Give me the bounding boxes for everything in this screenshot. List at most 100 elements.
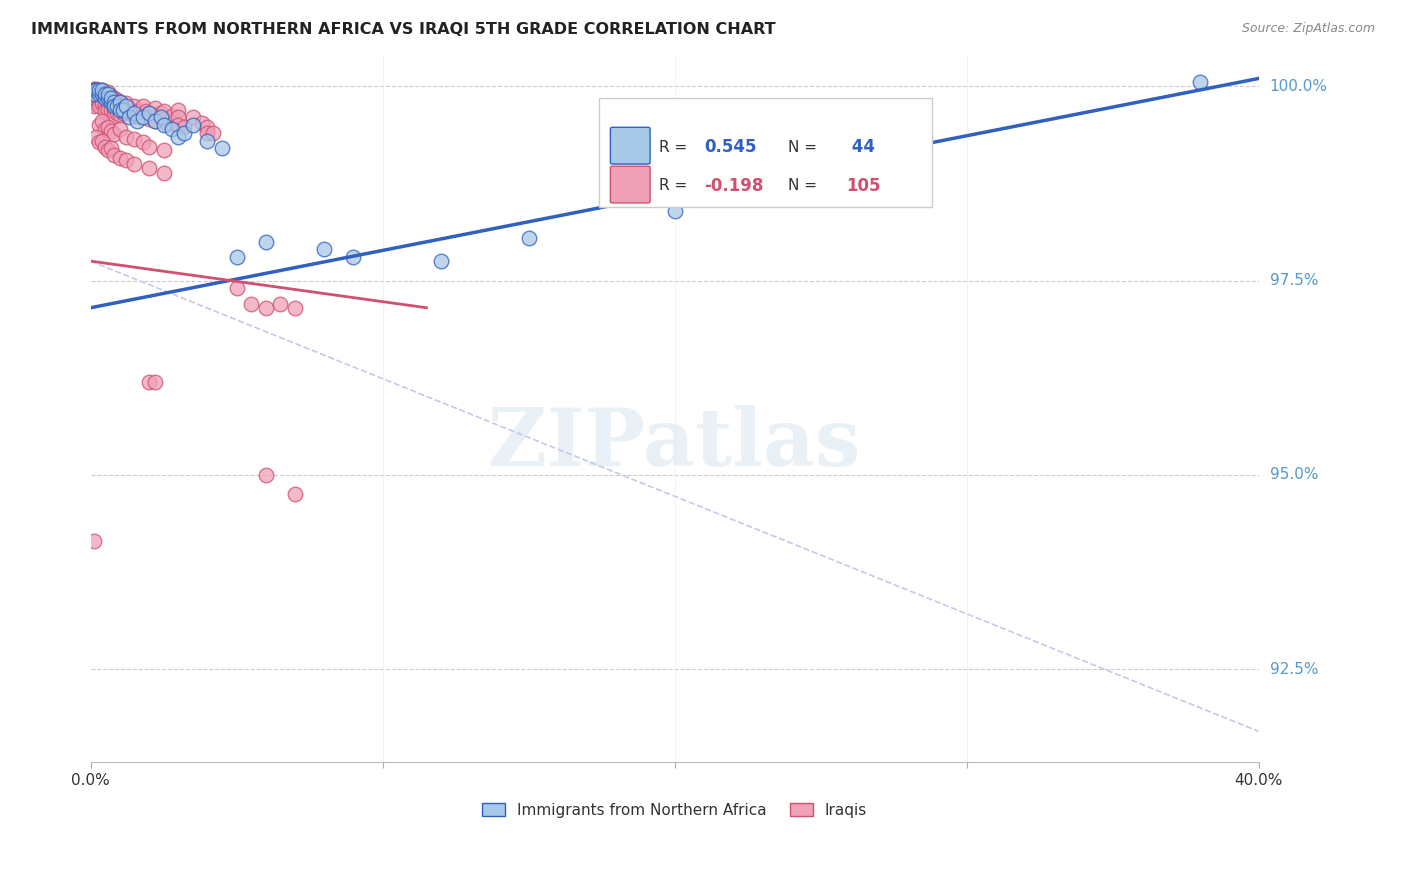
Point — [117, 111, 139, 125]
Text: 44: 44 — [846, 138, 876, 156]
Point — [97, 91, 120, 105]
Point — [83, 96, 105, 111]
Point — [105, 106, 128, 120]
Point — [100, 141, 122, 155]
Point — [124, 109, 146, 123]
Point — [103, 95, 125, 109]
Point — [91, 83, 114, 97]
Point — [103, 147, 125, 161]
Point — [89, 98, 111, 112]
Text: R =: R = — [659, 139, 693, 154]
Point — [94, 91, 117, 105]
Point — [86, 129, 108, 144]
Point — [664, 203, 686, 218]
Legend: Immigrants from Northern Africa, Iraqis: Immigrants from Northern Africa, Iraqis — [474, 795, 875, 825]
Point — [94, 122, 117, 136]
Point — [284, 301, 307, 315]
Point — [89, 87, 111, 101]
Point — [254, 467, 277, 482]
Point — [124, 157, 146, 171]
Point — [138, 112, 160, 126]
FancyBboxPatch shape — [610, 166, 650, 203]
Point — [152, 104, 174, 119]
Point — [83, 533, 105, 548]
Point — [127, 104, 149, 119]
Point — [94, 87, 117, 101]
Point — [86, 86, 108, 100]
Point — [89, 87, 111, 101]
Point — [143, 114, 166, 128]
Text: 0.545: 0.545 — [704, 138, 756, 156]
Point — [100, 88, 122, 103]
Point — [167, 103, 190, 117]
Point — [269, 297, 291, 311]
Point — [108, 95, 131, 109]
Point — [91, 114, 114, 128]
Point — [284, 487, 307, 501]
Point — [105, 93, 128, 107]
Point — [143, 375, 166, 389]
Point — [86, 81, 108, 95]
Point — [314, 243, 336, 257]
Text: 105: 105 — [846, 177, 880, 195]
Point — [124, 106, 146, 120]
Point — [117, 101, 139, 115]
Point — [94, 87, 117, 101]
Point — [103, 103, 125, 117]
Point — [105, 98, 128, 112]
Point — [83, 98, 105, 112]
Point — [97, 103, 120, 117]
Point — [124, 98, 146, 112]
Text: 97.5%: 97.5% — [1270, 273, 1319, 288]
Text: ZIPatlas: ZIPatlas — [488, 405, 860, 483]
Point — [108, 95, 131, 109]
FancyBboxPatch shape — [610, 128, 650, 164]
Point — [149, 106, 172, 120]
Point — [97, 96, 120, 111]
Point — [342, 250, 364, 264]
Point — [97, 86, 120, 100]
Point — [89, 118, 111, 132]
Point — [100, 95, 122, 109]
Point — [108, 103, 131, 117]
Text: IMMIGRANTS FROM NORTHERN AFRICA VS IRAQI 5TH GRADE CORRELATION CHART: IMMIGRANTS FROM NORTHERN AFRICA VS IRAQI… — [31, 22, 776, 37]
Point — [100, 124, 122, 138]
Point — [197, 134, 219, 148]
Point — [91, 87, 114, 101]
Point — [111, 106, 134, 120]
Point — [108, 122, 131, 136]
Point — [430, 254, 453, 268]
Point — [162, 122, 184, 136]
Point — [152, 112, 174, 126]
Point — [91, 134, 114, 148]
Point — [114, 129, 136, 144]
Point — [83, 81, 105, 95]
Point — [149, 111, 172, 125]
Point — [143, 101, 166, 115]
Point — [97, 143, 120, 157]
Point — [83, 87, 105, 101]
Point — [132, 111, 155, 125]
Text: N =: N = — [787, 139, 821, 154]
Text: Source: ZipAtlas.com: Source: ZipAtlas.com — [1241, 22, 1375, 36]
Point — [114, 98, 136, 112]
Point — [91, 96, 114, 111]
Point — [121, 106, 143, 120]
Point — [89, 135, 111, 149]
Point — [129, 111, 152, 125]
Point — [127, 114, 149, 128]
Text: N =: N = — [787, 178, 821, 194]
Point — [173, 126, 195, 140]
Point — [91, 83, 114, 97]
Point — [105, 98, 128, 112]
Point — [103, 128, 125, 142]
Point — [517, 231, 540, 245]
Point — [1189, 75, 1212, 89]
Point — [132, 135, 155, 149]
Point — [97, 91, 120, 105]
Point — [167, 111, 190, 125]
Point — [94, 140, 117, 154]
Point — [162, 109, 184, 123]
Point — [103, 96, 125, 111]
Point — [254, 235, 277, 249]
